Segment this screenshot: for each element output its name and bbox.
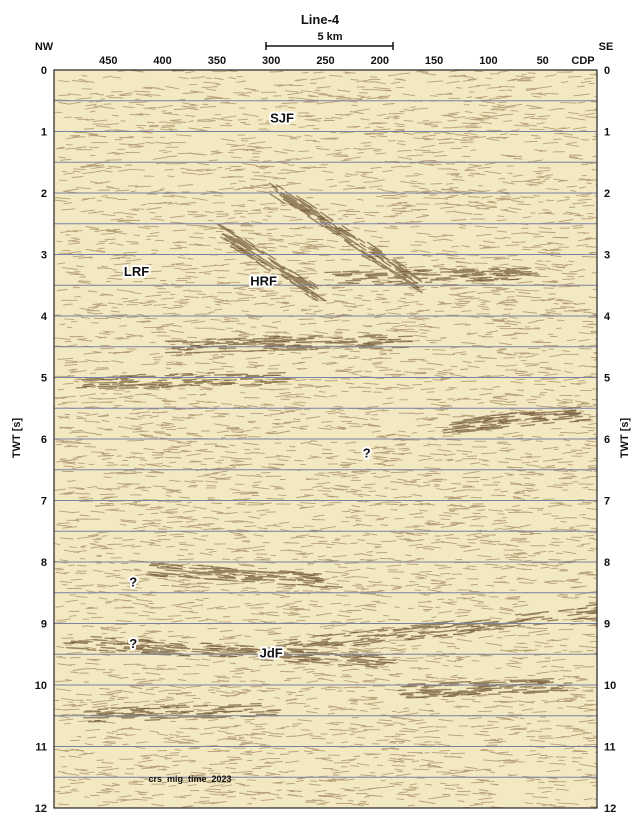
y-tick-label: 11 — [604, 742, 616, 754]
x-tick-label: 300 — [262, 55, 280, 67]
texture-strokes — [54, 70, 597, 808]
y-tick-label: 5 — [41, 373, 47, 385]
annotation-label: ? — [363, 445, 371, 460]
y-tick-label: 10 — [604, 680, 616, 692]
scale-bar-label: 5 km — [317, 31, 342, 43]
y-tick-label: 6 — [604, 434, 610, 446]
annotation-label: ? — [129, 575, 137, 590]
y-tick-label: 1 — [41, 127, 47, 139]
annotation-label: ? — [129, 636, 137, 651]
y-tick-label: 0 — [604, 65, 610, 77]
y-tick-label: 3 — [604, 250, 610, 262]
x-tick-labels: 450 400 350 300 250 200 150 100 50 — [99, 55, 549, 67]
interpretation-labels: SJF LRF HRF??? JdF — [122, 108, 373, 662]
annotation-label: LRF — [124, 264, 149, 279]
time-gridlines — [54, 100, 597, 778]
annotation-label: SJF — [270, 110, 294, 125]
x-tick-label: 450 — [99, 55, 117, 67]
footer-label: crs_mig_time_2023 — [148, 774, 231, 784]
y-tick-label: 0 — [41, 65, 47, 77]
x-tick-label: 250 — [316, 55, 334, 67]
plot-area — [54, 70, 597, 808]
x-tick-label: 150 — [425, 55, 443, 67]
reflector-bands — [63, 182, 597, 723]
annotation-label: HRF — [250, 273, 277, 288]
y-tick-label: 11 — [35, 742, 47, 754]
y-axis-label-left: TWT [s] — [11, 418, 23, 459]
y-tick-label: 3 — [41, 250, 47, 262]
y-tick-label: 8 — [41, 557, 47, 569]
x-tick-label: 400 — [153, 55, 171, 67]
y-tick-label: 4 — [604, 311, 611, 323]
y-tick-label: 1 — [604, 127, 610, 139]
y-tick-label: 2 — [604, 188, 610, 200]
x-tick-label: 50 — [537, 55, 549, 67]
y-tick-label: 6 — [41, 434, 47, 446]
y-tick-label: 4 — [41, 311, 48, 323]
direction-se-label: SE — [599, 41, 614, 53]
y-tick-label: 12 — [604, 803, 616, 815]
direction-nw-label: NW — [35, 41, 54, 53]
y-tick-label: 10 — [35, 680, 47, 692]
y-tick-label: 5 — [604, 373, 610, 385]
y-axis-label-right: TWT [s] — [619, 418, 631, 459]
x-tick-label: 100 — [479, 55, 497, 67]
x-tick-label: 200 — [371, 55, 389, 67]
plot-frame — [53, 69, 598, 809]
scale-bar: 5 km — [265, 31, 394, 50]
y-tick-label: 7 — [604, 496, 610, 508]
chart-title: Line-4 — [301, 12, 340, 27]
y-tick-label: 7 — [41, 496, 47, 508]
y-tick-label: 9 — [604, 619, 610, 631]
y-tick-label: 2 — [41, 188, 47, 200]
y-tick-label: 12 — [35, 803, 47, 815]
annotation-label: JdF — [260, 645, 283, 660]
x-axis-label: CDP — [571, 55, 594, 67]
x-tick-label: 350 — [208, 55, 226, 67]
y-tick-label: 8 — [604, 557, 610, 569]
y-tick-label: 9 — [41, 619, 47, 631]
seismic-reflection-texture — [54, 70, 597, 808]
